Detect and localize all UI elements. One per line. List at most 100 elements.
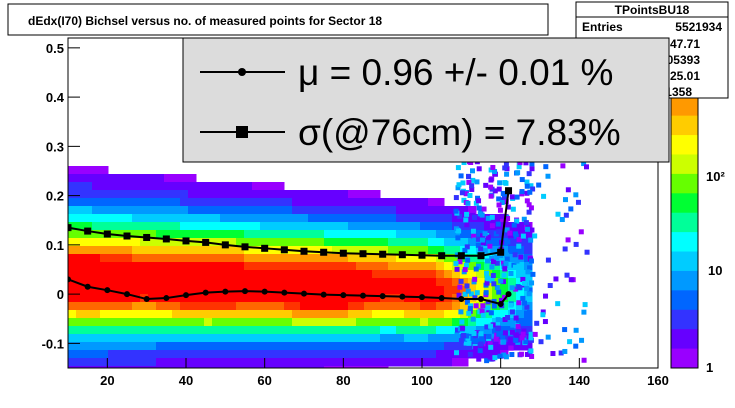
heatmap-cell [332, 238, 341, 247]
heatmap-cell [268, 190, 277, 199]
heatmap-cell [412, 198, 421, 207]
heatmap-cell [396, 246, 405, 255]
heatmap-cell [260, 350, 269, 359]
heatmap-cell [164, 262, 173, 271]
heatmap-cell [76, 238, 85, 247]
heatmap-cell [204, 366, 213, 368]
heatmap-cell [436, 222, 445, 231]
heatmap-cell [316, 270, 325, 279]
heatmap-cell [76, 182, 85, 191]
heatmap-cell [396, 310, 405, 319]
heatmap-cell [172, 206, 181, 215]
heatmap-cell [244, 366, 253, 368]
heatmap-scatter-cell [567, 339, 573, 345]
heatmap-scatter-cell [466, 340, 472, 346]
heatmap-cell [92, 182, 101, 191]
heatmap-scatter-cell [526, 209, 532, 215]
heatmap-cell [332, 286, 341, 295]
heatmap-scatter-cell [474, 290, 480, 296]
heatmap-scatter-cell [573, 343, 579, 349]
heatmap-cell [356, 334, 365, 343]
series-point-square [221, 241, 229, 249]
heatmap-cell [84, 278, 93, 287]
heatmap-cell [332, 246, 341, 255]
colorbar-swatch [671, 348, 698, 369]
heatmap-cell [524, 318, 533, 327]
heatmap-cell [332, 326, 341, 335]
heatmap-scatter-cell [475, 263, 481, 269]
heatmap-cell [276, 286, 285, 295]
heatmap-cell [140, 198, 149, 207]
heatmap-scatter-cell [491, 303, 497, 309]
heatmap-cell [332, 342, 341, 351]
heatmap-cell [212, 262, 221, 271]
heatmap-scatter-cell [541, 193, 547, 199]
heatmap-scatter-cell [527, 189, 533, 195]
x-tick-label: 80 [336, 373, 350, 388]
heatmap-cell [500, 310, 509, 319]
heatmap-cell [156, 198, 165, 207]
heatmap-cell [436, 342, 445, 351]
heatmap-cell [428, 246, 437, 255]
heatmap-scatter-cell [484, 270, 490, 276]
heatmap-scatter-cell [555, 301, 561, 307]
heatmap-cell [148, 366, 157, 368]
heatmap-cell [412, 230, 421, 239]
x-tick-label: 60 [257, 373, 271, 388]
heatmap-scatter-cell [523, 160, 529, 166]
heatmap-cell [316, 222, 325, 231]
heatmap-cell [484, 254, 493, 263]
heatmap-cell [348, 358, 357, 367]
heatmap-cell [188, 262, 197, 271]
colorbar-swatch [671, 212, 698, 233]
heatmap-cell [68, 254, 77, 263]
heatmap-cell [108, 254, 117, 263]
heatmap-cell [484, 238, 493, 247]
heatmap-cell [284, 278, 293, 287]
heatmap-cell [156, 310, 165, 319]
heatmap-cell [188, 310, 197, 319]
heatmap-cell [196, 294, 205, 303]
series-point-square [123, 232, 131, 240]
heatmap-cell [364, 262, 373, 271]
heatmap-cell [412, 294, 421, 303]
heatmap-scatter-cell [562, 246, 568, 252]
heatmap-scatter-cell [460, 325, 466, 331]
heatmap-cell [516, 310, 525, 319]
heatmap-cell [524, 278, 533, 287]
heatmap-cell [244, 310, 253, 319]
heatmap-cell [76, 190, 85, 199]
heatmap-cell [252, 222, 261, 231]
heatmap-scatter-cell [472, 295, 478, 301]
heatmap-cell [204, 334, 213, 343]
heatmap-cell [92, 214, 101, 223]
heatmap-cell [228, 222, 237, 231]
heatmap-cell [252, 190, 261, 199]
heatmap-cell [340, 334, 349, 343]
heatmap-cell [428, 254, 437, 263]
heatmap-cell [380, 342, 389, 351]
heatmap-cell [380, 214, 389, 223]
colorbar-swatch [671, 232, 698, 253]
heatmap-scatter-cell [487, 243, 493, 249]
heatmap-cell [68, 198, 77, 207]
heatmap-cell [452, 238, 461, 247]
heatmap-cell [68, 366, 77, 368]
heatmap-cell [100, 342, 109, 351]
heatmap-cell [372, 270, 381, 279]
heatmap-cell [268, 366, 277, 368]
series-point-square [418, 251, 426, 259]
heatmap-cell [364, 198, 373, 207]
heatmap-cell [348, 294, 357, 303]
heatmap-cell [132, 278, 141, 287]
heatmap-cell [188, 270, 197, 279]
heatmap-scatter-cell [579, 337, 585, 343]
heatmap-cell [76, 334, 85, 343]
heatmap-scatter-cell [480, 233, 486, 239]
heatmap-cell [244, 278, 253, 287]
heatmap-cell [148, 326, 157, 335]
heatmap-scatter-cell [496, 289, 502, 295]
heatmap-cell [380, 246, 389, 255]
heatmap-cell [388, 326, 397, 335]
heatmap-scatter-cell [471, 330, 477, 336]
